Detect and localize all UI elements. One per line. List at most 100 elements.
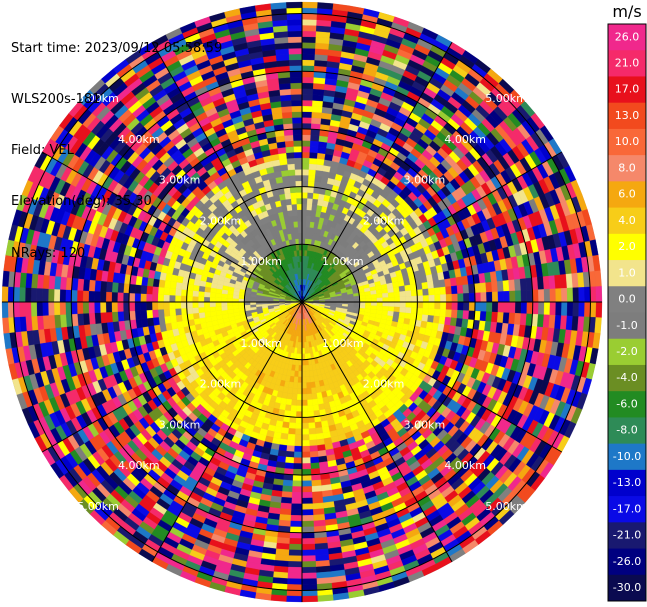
velocity-bin <box>519 313 527 326</box>
velocity-bin <box>428 308 435 317</box>
velocity-bin <box>491 281 499 293</box>
velocity-bin <box>382 301 389 307</box>
velocity-bin <box>290 503 303 510</box>
velocity-bin <box>399 296 407 303</box>
velocity-bin <box>312 404 320 412</box>
velocity-bin <box>514 313 522 326</box>
velocity-bin <box>572 301 580 317</box>
velocity-bin <box>117 292 124 303</box>
velocity-bin <box>578 301 585 317</box>
velocity-bin <box>365 301 372 306</box>
velocity-bin <box>290 405 297 412</box>
velocity-bin <box>287 566 303 574</box>
velocity-bin <box>578 287 585 303</box>
velocity-bin <box>393 286 400 293</box>
velocity-bin <box>209 297 216 303</box>
velocity-bin <box>140 293 147 303</box>
velocity-bin <box>209 301 216 307</box>
velocity-bin <box>306 203 313 211</box>
velocity-bin <box>134 293 141 303</box>
velocity-bin <box>309 445 318 452</box>
velocity-bin <box>566 301 574 317</box>
velocity-bin <box>301 19 317 26</box>
velocity-bin <box>301 105 313 113</box>
velocity-bin <box>158 279 166 288</box>
velocity-bin <box>387 306 395 312</box>
velocity-bin <box>376 293 383 299</box>
velocity-bin <box>88 312 96 325</box>
velocity-bin <box>301 122 312 130</box>
velocity-bin <box>309 157 318 165</box>
velocity-bin <box>308 428 317 435</box>
velocity-bin <box>275 542 290 550</box>
velocity-bin <box>292 387 298 395</box>
velocity-bin <box>486 291 493 303</box>
velocity-bin <box>100 312 108 324</box>
velocity-bin <box>301 399 308 407</box>
velocity-bin <box>301 561 317 568</box>
velocity-bin <box>398 285 406 292</box>
velocity-bin <box>312 496 324 504</box>
velocity-bin <box>301 434 310 441</box>
velocity-bin <box>399 290 406 298</box>
velocity-bin <box>215 306 222 312</box>
velocity-bin <box>359 295 366 300</box>
velocity-bin <box>278 519 291 527</box>
velocity-bin <box>117 282 125 293</box>
velocity-bin <box>555 288 562 303</box>
velocity-bin <box>297 388 303 395</box>
velocity-bin <box>421 281 429 290</box>
velocity-bin <box>301 428 310 435</box>
velocity-bin <box>169 315 177 323</box>
velocity-bin <box>140 309 148 320</box>
velocity-bin <box>19 301 26 317</box>
velocity-bin <box>215 301 222 307</box>
velocity-bin <box>209 292 217 298</box>
velocity-bin <box>117 311 125 322</box>
velocity-bin <box>496 280 504 292</box>
velocity-bin <box>427 315 435 323</box>
velocity-bin <box>416 307 424 315</box>
velocity-bin <box>53 288 61 303</box>
velocity-bin <box>589 301 597 318</box>
velocity-bin <box>480 292 487 303</box>
velocity-bin <box>122 301 130 312</box>
velocity-bin <box>301 59 315 66</box>
velocity-bin <box>279 508 292 516</box>
velocity-bin <box>422 301 430 309</box>
velocity-bin <box>301 572 317 580</box>
velocity-bin <box>491 311 499 323</box>
velocity-bin <box>30 301 38 317</box>
velocity-bin <box>307 186 315 194</box>
velocity-bin <box>215 297 222 303</box>
velocity-bin <box>307 416 315 424</box>
velocity-bin <box>310 381 316 389</box>
velocity-bin <box>226 301 234 307</box>
velocity-bin <box>288 549 303 557</box>
velocity-bin <box>309 439 318 447</box>
velocity-bin <box>433 308 441 317</box>
velocity-bin <box>301 186 309 193</box>
velocity-bin <box>278 514 291 522</box>
velocity-bin <box>128 301 136 312</box>
velocity-bin <box>36 301 43 317</box>
velocity-bin <box>382 297 389 303</box>
velocity-bin <box>59 289 66 303</box>
velocity-bin <box>427 281 435 289</box>
velocity-bin <box>301 117 312 124</box>
velocity-bin <box>584 286 591 303</box>
velocity-bin <box>163 294 170 303</box>
velocity-bin <box>370 293 378 299</box>
velocity-bin <box>306 215 312 222</box>
velocity-bin <box>186 289 194 297</box>
velocity-bin <box>290 399 298 406</box>
velocity-bin <box>514 278 522 291</box>
velocity-bin <box>24 287 32 303</box>
velocity-bin <box>382 292 389 298</box>
velocity-bin <box>294 434 303 441</box>
velocity-bin <box>566 287 574 303</box>
velocity-bin <box>47 288 55 303</box>
velocity-bin <box>53 301 61 316</box>
velocity-bin <box>174 295 182 303</box>
velocity-bin <box>312 192 320 200</box>
